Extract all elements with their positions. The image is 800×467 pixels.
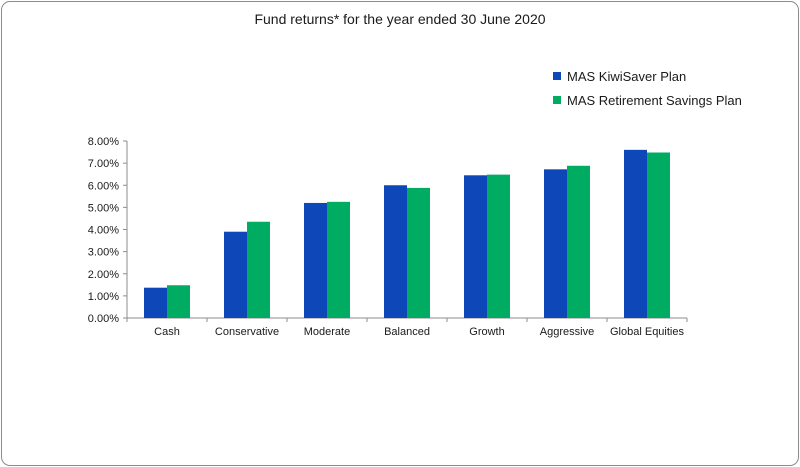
bar-2 [407, 187, 430, 318]
x-tick-label: Growth [469, 326, 504, 338]
legend-item-series-1: MAS KiwiSaver Plan [553, 64, 742, 88]
y-tick-label: 5.00% [88, 202, 119, 214]
x-tick-label: Cash [154, 326, 180, 338]
legend-swatch-series-2 [553, 96, 561, 104]
x-tick-label: Conservative [215, 326, 279, 338]
y-tick-label: 1.00% [88, 291, 119, 303]
bar-2 [167, 285, 190, 318]
x-tick-label: Aggressive [540, 326, 594, 338]
x-tick-label: Global Equities [610, 326, 684, 338]
y-tick-label: 0.00% [88, 313, 119, 325]
bar-2 [247, 221, 270, 318]
legend-label-series-1: MAS KiwiSaver Plan [567, 68, 687, 84]
legend-label-series-2: MAS Retirement Savings Plan [567, 92, 742, 108]
y-tick-label: 4.00% [88, 225, 119, 237]
x-tick-label: Balanced [384, 326, 430, 338]
y-tick-label: 8.00% [88, 136, 119, 148]
x-tick-label: Moderate [304, 326, 350, 338]
legend-swatch-series-1 [553, 72, 561, 80]
bar-1 [304, 202, 327, 318]
y-tick-label: 6.00% [88, 180, 119, 192]
bar-2 [567, 165, 590, 318]
y-tick-label: 7.00% [88, 158, 119, 170]
bar-1 [464, 175, 487, 318]
bar-1 [224, 231, 247, 318]
legend-item-series-2: MAS Retirement Savings Plan [553, 88, 742, 112]
y-tick-label: 3.00% [88, 247, 119, 259]
bar-1 [144, 287, 167, 318]
chart-title: Fund returns* for the year ended 30 June… [254, 11, 546, 27]
y-tick-label: 2.00% [88, 269, 119, 281]
bar-1 [624, 149, 647, 318]
bar-1 [384, 185, 407, 318]
bar-2 [327, 201, 350, 318]
bar-2 [647, 152, 670, 318]
bar-1 [544, 169, 567, 318]
bar-2 [487, 174, 510, 318]
chart-legend: MAS KiwiSaver Plan MAS Retirement Saving… [553, 64, 742, 112]
